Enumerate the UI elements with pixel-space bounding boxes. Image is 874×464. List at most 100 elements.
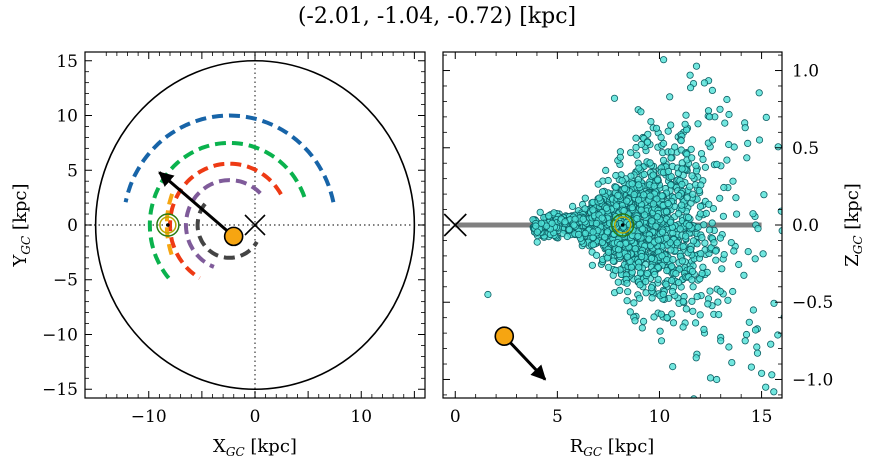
scatter-point xyxy=(669,255,677,264)
scatter-point xyxy=(626,308,634,316)
scatter-point xyxy=(679,243,687,251)
scatter-point xyxy=(642,289,650,297)
scatter-point xyxy=(631,317,639,325)
scatter-point xyxy=(637,206,645,214)
scatter-point xyxy=(602,166,610,174)
scatter-point xyxy=(713,160,721,168)
scatter-point xyxy=(755,136,764,144)
right-xtick-label: 5 xyxy=(552,407,563,427)
scatter-point xyxy=(697,250,705,258)
scatter-point xyxy=(588,261,597,269)
scatter-point xyxy=(767,340,775,348)
right-ticks: 0 5 10 15 −1.0 −0.5 0.0 0.5 1.0 xyxy=(443,52,833,427)
scatter-point xyxy=(657,337,666,345)
scatter-point xyxy=(630,299,638,307)
scatter-point xyxy=(536,208,544,216)
scatter-point xyxy=(689,283,697,291)
scatter-point xyxy=(652,222,660,230)
scatter-point xyxy=(632,143,640,152)
scatter-point xyxy=(721,119,729,127)
scatter-point xyxy=(640,211,649,219)
scatter-point xyxy=(742,330,751,339)
scatter-point xyxy=(650,182,658,190)
scatter-point xyxy=(668,262,676,270)
right-xtick-label: 15 xyxy=(751,407,773,427)
right-xtick-label: 10 xyxy=(649,407,671,427)
scatter-point xyxy=(720,251,728,259)
scatter-point xyxy=(663,313,671,322)
scatter-point xyxy=(757,369,766,377)
scatter-point xyxy=(754,225,762,233)
scatter-point xyxy=(563,232,571,241)
scatter-point xyxy=(581,229,590,237)
scatter-point xyxy=(667,181,675,189)
scatter-point xyxy=(634,196,643,204)
scatter-point xyxy=(716,234,725,242)
scatter-point xyxy=(664,199,672,208)
scatter-point xyxy=(686,245,695,254)
scatter-point xyxy=(713,375,721,384)
scatter-point xyxy=(581,194,589,202)
right-panel-rz: 0 5 10 15 −1.0 −0.5 0.0 0.5 1.0 RGC [kpc] ZGC [k… xyxy=(442,22,865,459)
scatter-point xyxy=(708,86,717,95)
scatter-point xyxy=(689,237,698,245)
scatter-point xyxy=(700,325,708,333)
scatter-point xyxy=(537,219,546,227)
scatter-point xyxy=(735,260,743,269)
scatter-point xyxy=(679,323,687,331)
scatter-point xyxy=(669,319,678,327)
star-marker-xy xyxy=(223,226,244,247)
scatter-point xyxy=(688,297,696,305)
scatter-point xyxy=(628,204,636,212)
spiral-arm-5 xyxy=(195,202,259,260)
scatter-point xyxy=(659,290,667,298)
scatter-point xyxy=(682,111,690,119)
scatter-point xyxy=(603,228,612,236)
scatter-point xyxy=(684,213,693,222)
scatter-point xyxy=(681,450,687,456)
scatter-point xyxy=(548,219,556,227)
scatter-point xyxy=(725,110,733,119)
scatter-point xyxy=(692,162,700,170)
scatter-point xyxy=(732,194,740,202)
scatter-point xyxy=(620,207,628,215)
scatter-point xyxy=(690,395,698,398)
scatter-point xyxy=(703,22,709,28)
scatter-point xyxy=(636,281,644,289)
sun-outer-ring-rz xyxy=(610,213,635,237)
scatter-point xyxy=(627,263,636,271)
scatter-point xyxy=(484,290,492,299)
scatter-point xyxy=(792,119,798,125)
left-xtick-label: 10 xyxy=(350,407,372,427)
scatter-point xyxy=(694,223,702,231)
scatter-point xyxy=(702,209,710,217)
scatter-point xyxy=(621,185,629,193)
velocity-arrow-rz xyxy=(503,335,547,381)
scatter-point xyxy=(649,200,658,208)
scatter-point xyxy=(672,269,680,278)
scatter-point xyxy=(658,228,667,236)
scatter-point xyxy=(638,324,646,332)
scatter-point xyxy=(623,279,631,287)
scatter-point xyxy=(714,298,722,306)
right-ytick-label: 0.5 xyxy=(792,139,819,159)
scatter-point xyxy=(598,188,607,196)
scatter-point xyxy=(778,227,782,235)
scatter-point xyxy=(696,210,705,218)
scatter-point xyxy=(635,164,643,172)
scatter-point xyxy=(664,167,673,175)
scatter-point xyxy=(724,296,732,304)
scatter-point xyxy=(749,306,758,314)
scatter-point xyxy=(658,252,666,260)
scatter-point xyxy=(632,134,640,142)
scatter-point xyxy=(678,165,686,173)
scatter-point xyxy=(650,313,658,321)
scatter-point xyxy=(705,200,713,208)
left-ytick-label: 0 xyxy=(67,216,78,236)
scatter-point xyxy=(657,310,665,318)
scatter-point xyxy=(616,153,624,161)
scatter-point xyxy=(770,299,778,307)
scatter-point xyxy=(652,124,661,132)
scatter-point xyxy=(704,107,713,115)
scatter-point xyxy=(689,307,697,315)
